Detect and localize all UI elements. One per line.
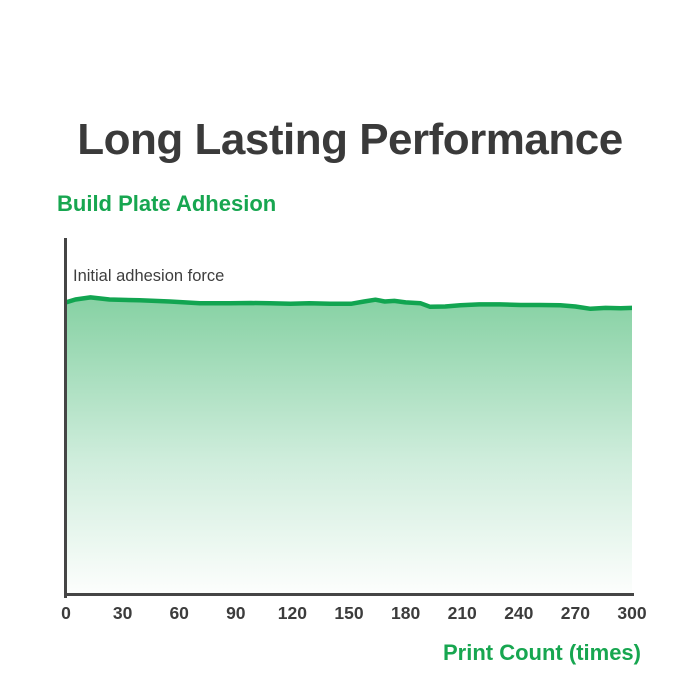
x-tick-label: 210 xyxy=(447,603,477,623)
chart-title: Build Plate Adhesion xyxy=(57,191,277,216)
adhesion-chart: Initial adhesion force 0 30 60 90 120 150 180 2… xyxy=(61,238,647,623)
x-tick-label: 120 xyxy=(277,603,307,623)
x-tick-label: 270 xyxy=(560,603,590,623)
x-tick-label: 300 xyxy=(617,603,647,623)
x-axis-line xyxy=(64,593,634,596)
x-tick-label: 0 xyxy=(61,603,71,623)
x-axis-label: Print Count (times) xyxy=(443,640,641,665)
adhesion-line xyxy=(66,295,632,312)
x-tick-label: 30 xyxy=(112,603,133,623)
x-tick-label: 180 xyxy=(390,603,421,623)
x-tick-label: 150 xyxy=(334,603,364,623)
initial-adhesion-annotation: Initial adhesion force xyxy=(73,267,225,285)
x-tick-label: 90 xyxy=(226,603,246,623)
y-axis-line xyxy=(64,238,67,598)
x-tick-label: 240 xyxy=(504,603,534,623)
adhesion-area-svg xyxy=(66,295,632,595)
page-title: Long Lasting Performance xyxy=(77,115,623,165)
area-fill xyxy=(66,297,632,595)
x-axis-ticks: 0 30 60 90 120 150 180 210 240 270 300 xyxy=(61,603,646,627)
x-tick-label: 60 xyxy=(169,603,189,623)
